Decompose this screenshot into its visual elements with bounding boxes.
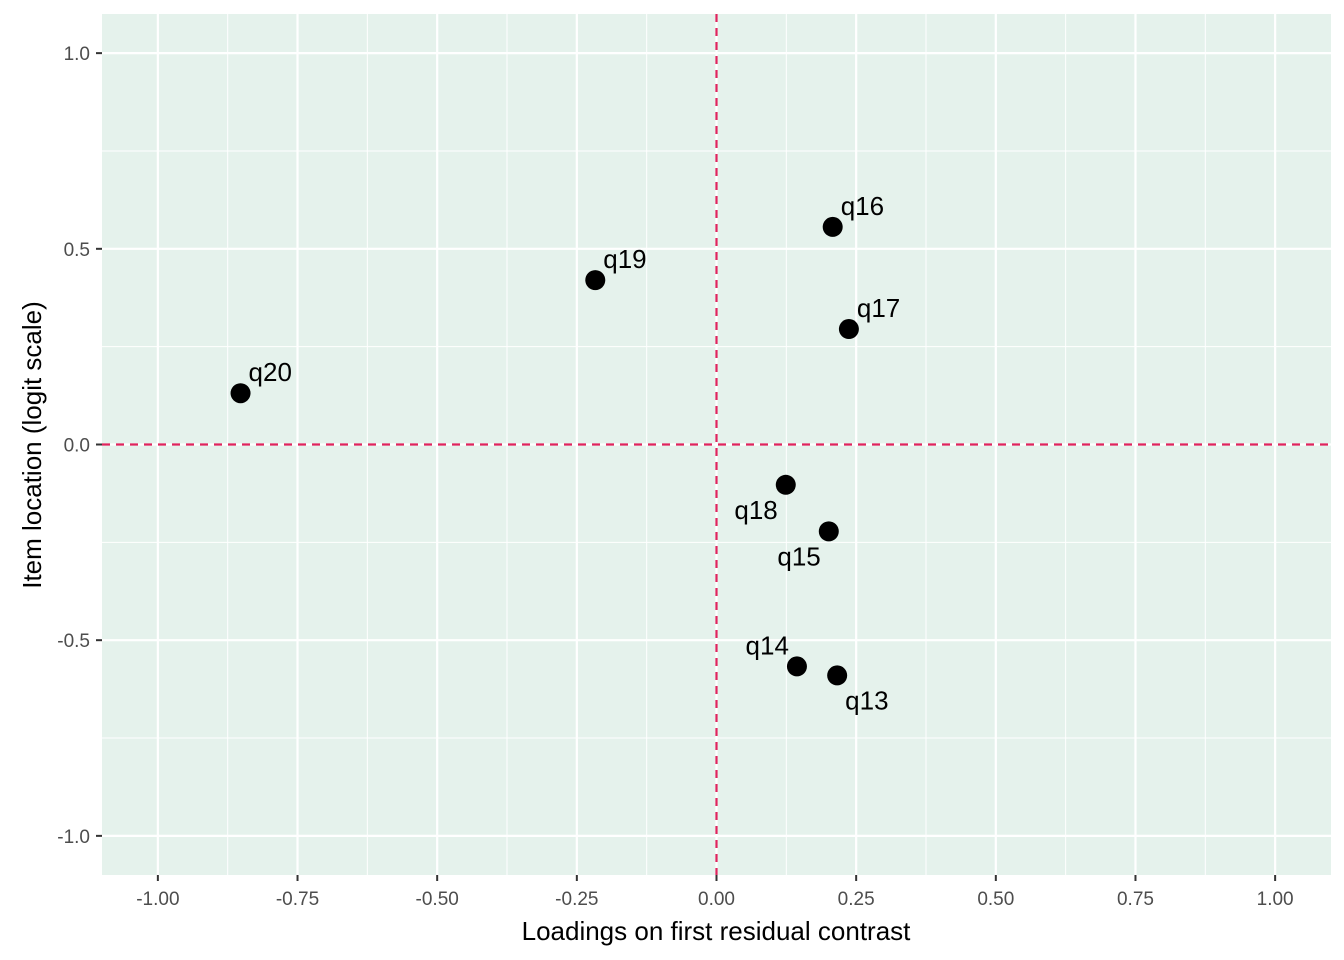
data-point-q19 — [585, 270, 606, 291]
x-tick-label: 0.50 — [977, 889, 1014, 910]
y-axis-title: Item location (logit scale) — [17, 301, 47, 589]
data-point-q14 — [786, 656, 807, 677]
x-axis-title: Loadings on first residual contrast — [522, 916, 912, 946]
x-tick-label: 0.75 — [1117, 889, 1154, 910]
y-tick-label: 0.0 — [64, 436, 90, 457]
point-label-q18: q18 — [734, 495, 777, 525]
x-tick-label: -0.25 — [555, 889, 598, 910]
point-label-q16: q16 — [841, 191, 884, 221]
point-label-q14: q14 — [746, 630, 789, 660]
y-axis: -1.0 -0.5 0.0 0.5 1.0 — [57, 44, 102, 848]
point-label-q19: q19 — [603, 244, 646, 274]
x-tick-label: 0.00 — [698, 889, 735, 910]
data-point-q16 — [822, 216, 843, 237]
x-tick-label: 0.25 — [838, 889, 875, 910]
point-label-q13: q13 — [845, 685, 888, 715]
point-label-q15: q15 — [777, 541, 820, 571]
y-tick-label: -0.5 — [57, 631, 90, 652]
data-point-q15 — [818, 521, 839, 542]
data-point-q13 — [827, 665, 848, 686]
x-tick-label: -0.75 — [276, 889, 319, 910]
data-points — [230, 216, 859, 686]
data-point-q18 — [775, 474, 796, 495]
x-axis: -1.00 -0.75 -0.50 -0.25 0.00 0.25 0.50 0.75 1.00 — [136, 875, 1294, 910]
x-tick-label: -0.50 — [416, 889, 459, 910]
x-tick-label: -1.00 — [136, 889, 179, 910]
point-label-q20: q20 — [249, 357, 292, 387]
data-point-q17 — [838, 319, 859, 340]
point-label-q17: q17 — [857, 293, 900, 323]
y-tick-label: -1.0 — [57, 827, 90, 848]
y-tick-label: 0.5 — [64, 240, 90, 261]
reference-lines — [102, 14, 1331, 875]
x-tick-label: 1.00 — [1257, 889, 1294, 910]
major-gridlines — [102, 14, 1331, 875]
data-point-q20 — [230, 383, 251, 404]
y-tick-label: 1.0 — [64, 44, 90, 65]
